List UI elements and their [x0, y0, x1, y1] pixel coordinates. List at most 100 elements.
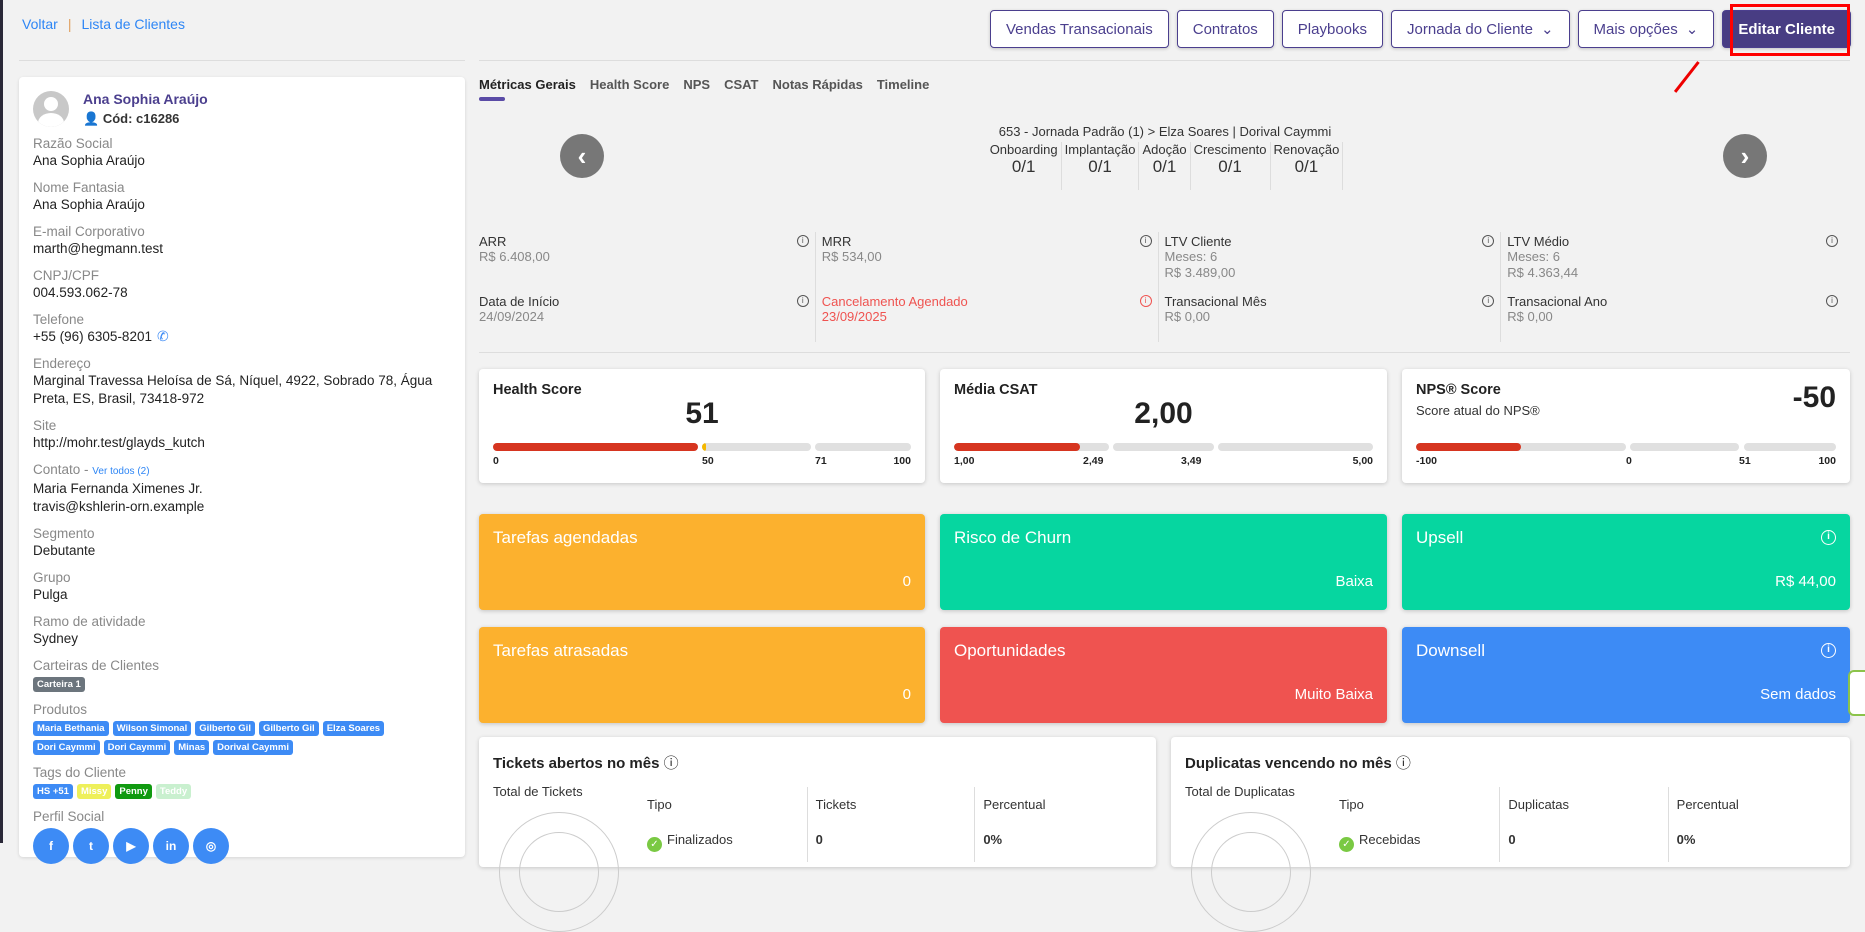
tag-badge: Penny — [115, 784, 152, 799]
tab-notas-r-pidas[interactable]: Notas Rápidas — [772, 77, 863, 92]
linkedin-icon[interactable]: in — [153, 828, 189, 864]
indicator-value: 0 — [902, 686, 911, 703]
facebook-icon[interactable]: f — [33, 828, 69, 864]
chevron-right-icon: › — [1740, 140, 1750, 171]
field-label: Perfil Social — [33, 809, 105, 824]
journey-title: 653 - Jornada Padrão (1) > Elza Soares |… — [998, 124, 1332, 139]
donut-chart-inner — [519, 832, 599, 912]
indicator-card[interactable]: Tarefas atrasadas 0 — [479, 627, 925, 723]
bar-segment — [702, 443, 811, 451]
metric-value: R$ 3.489,00 — [1164, 265, 1236, 280]
nps-card: NPS® Score Score atual do NPS® -50 -100 … — [1402, 369, 1850, 483]
editar-cliente-button[interactable]: Editar Cliente — [1722, 10, 1851, 48]
info-icon[interactable]: i — [1139, 235, 1152, 247]
nps-bar — [1416, 443, 1836, 451]
field-label: Ramo de atividade — [33, 613, 451, 630]
client-field: Site http://mohr.test/glayds_kutch — [33, 417, 451, 452]
tab-health-score[interactable]: Health Score — [589, 77, 670, 92]
metric-item: ARR R$ 6.408,00 i — [479, 232, 816, 292]
info-icon[interactable]: i — [1139, 295, 1152, 307]
youtube-icon[interactable]: ▶ — [113, 828, 149, 864]
metric-value: R$ 534,00 — [821, 249, 882, 264]
info-icon[interactable]: i — [1482, 295, 1495, 307]
tick-label: 71 — [815, 455, 827, 467]
produto-badge: Wilson Simonal — [112, 721, 192, 736]
info-icon[interactable]: i — [796, 295, 809, 307]
mais-opcoes-dropdown[interactable]: Mais opções ⌄ — [1577, 10, 1715, 48]
column-header: Duplicatas — [1499, 787, 1667, 822]
prev-journey-button[interactable]: ‹ — [560, 134, 604, 178]
tab-m-tricas-gerais[interactable]: Métricas Gerais — [479, 77, 576, 101]
indicator-card[interactable]: Oportunidades Muito Baixa — [940, 627, 1387, 723]
nps-title: NPS® Score — [1416, 382, 1501, 398]
journey-stage: Onboarding 0/1 — [987, 142, 1062, 190]
duplicatas-card: Duplicatas vencendo no mês ⓘ Total de Du… — [1171, 737, 1850, 932]
indicator-card[interactable]: Tarefas agendadas 0 — [479, 514, 925, 610]
info-icon[interactable]: i — [796, 235, 809, 247]
indicator-card[interactable]: Risco de Churn Baixa — [940, 514, 1387, 610]
field-label: Razão Social — [33, 135, 451, 152]
tick-label: -100 — [1416, 455, 1438, 467]
contratos-button[interactable]: Contratos — [1176, 10, 1274, 48]
stage-value: 0/1 — [1294, 157, 1319, 176]
metric-value: Meses: 6 — [1507, 249, 1560, 264]
next-journey-button[interactable]: › — [1723, 134, 1767, 178]
health-score-bar — [493, 443, 911, 451]
field-value: Maria Fernanda Ximenes Jr. — [33, 481, 203, 496]
user-icon: 👤 — [83, 111, 100, 126]
window-edge — [0, 0, 3, 843]
chevron-down-icon: ⌄ — [1540, 21, 1554, 38]
metrics-grid: ARR R$ 6.408,00 i MRR R$ 534,00 i LTV Cliente M… — [479, 232, 1850, 342]
info-icon[interactable]: i — [1482, 235, 1495, 247]
bar-segment — [814, 443, 911, 451]
chevron-left-icon: ‹ — [577, 140, 587, 171]
tab-timeline[interactable]: Timeline — [876, 77, 930, 92]
info-icon[interactable]: i — [1821, 530, 1836, 545]
divider — [479, 60, 1850, 61]
field-label-text: Telefone — [33, 312, 85, 327]
instagram-icon[interactable]: ◎ — [193, 828, 229, 864]
produto-badge: Minas — [174, 740, 210, 755]
playbooks-button[interactable]: Playbooks — [1281, 10, 1384, 48]
client-field: Tags do Cliente HS +51 Missy Penny Teddy — [33, 764, 451, 799]
whatsapp-icon[interactable]: ✆ — [156, 328, 169, 344]
browser-extension-widget[interactable] — [1848, 670, 1865, 716]
tab-csat[interactable]: CSAT — [724, 77, 759, 92]
annotation-arrow-icon — [1673, 61, 1700, 93]
tag-badge: Teddy — [155, 784, 192, 799]
info-icon[interactable]: i — [1821, 643, 1836, 658]
metric-item: Data de Início 24/09/2024 i — [479, 292, 816, 342]
toolbar: Vendas Transacionais Contratos Playbooks… — [989, 10, 1851, 48]
client-list-link[interactable]: Lista de Clientes — [81, 16, 185, 32]
client-field: Nome Fantasia Ana Sophia Araújo — [33, 179, 451, 214]
field-value: Sydney — [33, 631, 79, 646]
back-link[interactable]: Voltar — [22, 16, 58, 32]
nps-subtitle: Score atual do NPS® — [1416, 403, 1540, 418]
metric-title: Transacional Ano — [1507, 294, 1608, 309]
indicator-card[interactable]: Upsell R$ 44,00 i — [1402, 514, 1850, 610]
metric-value: 24/09/2024 — [479, 309, 545, 324]
ver-todos-link[interactable]: Ver todos (2) — [92, 466, 150, 477]
field-value[interactable]: http://mohr.test/glayds_kutch — [33, 435, 205, 450]
client-name: Ana Sophia Araújo — [83, 91, 208, 107]
twitter-icon[interactable]: t — [73, 828, 109, 864]
tab-nps[interactable]: NPS — [683, 77, 711, 92]
field-value: travis@kshlerin-orn.example — [33, 499, 205, 514]
breadcrumb: Voltar | Lista de Clientes — [22, 16, 185, 32]
indicator-card[interactable]: Downsell Sem dados i — [1402, 627, 1850, 723]
metric-value: R$ 6.408,00 — [479, 249, 550, 264]
vendas-transacionais-button[interactable]: Vendas Transacionais — [989, 10, 1169, 48]
carteira-badge: Carteira 1 — [33, 677, 85, 692]
carteiras-list: Carteira 1 — [33, 677, 451, 692]
client-field: E-mail Corporativo marth@hegmann.test — [33, 223, 451, 258]
jornada-dropdown[interactable]: Jornada do Cliente ⌄ — [1391, 10, 1570, 48]
info-icon[interactable]: i — [1826, 235, 1838, 247]
metric-value: R$ 0,00 — [1507, 309, 1553, 324]
table-cell: 0% — [974, 822, 1142, 862]
divider — [19, 60, 465, 61]
info-icon[interactable]: i — [1826, 295, 1838, 307]
table-cell: 0 — [1499, 822, 1667, 862]
client-field: Carteiras de Clientes Carteira 1 — [33, 657, 451, 692]
health-score-value: 51 — [685, 397, 719, 430]
stage-name: Renovação — [1273, 142, 1340, 157]
